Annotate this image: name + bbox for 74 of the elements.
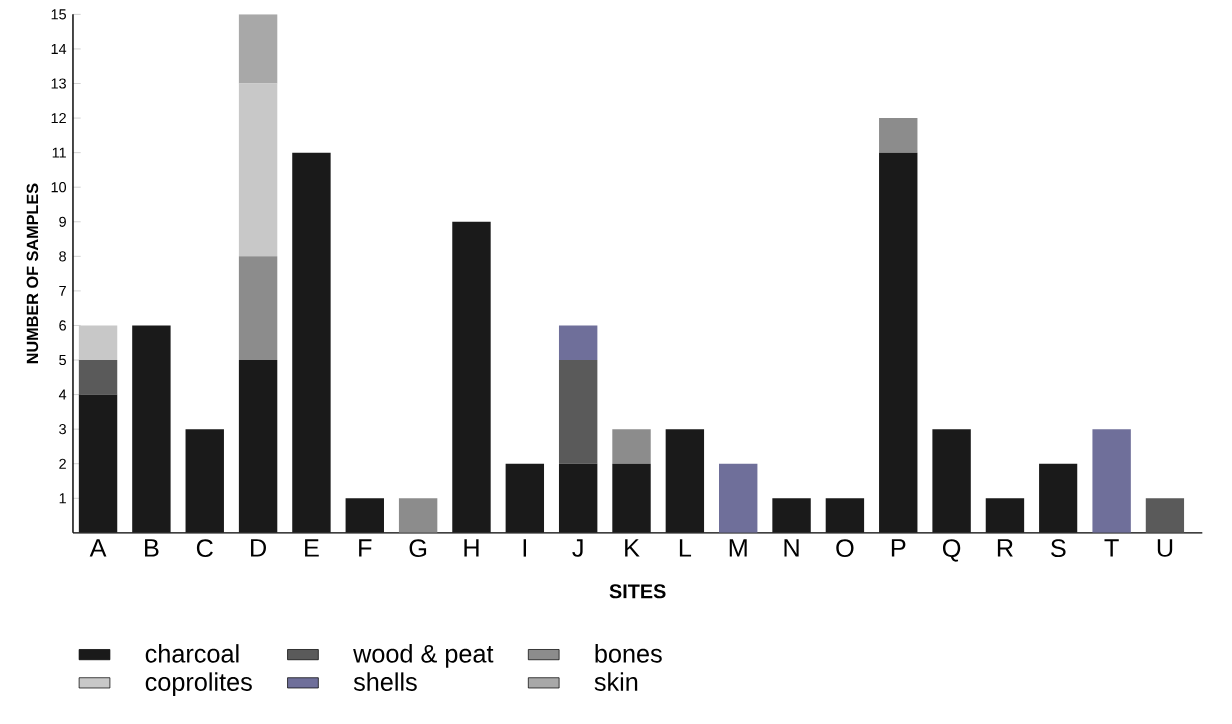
x-tick-label: N — [784, 539, 799, 557]
x-tick-label: L — [679, 539, 692, 557]
legend-label: bones — [595, 644, 662, 663]
x-tick-label: E — [305, 539, 319, 557]
bar — [879, 118, 918, 153]
bar — [78, 325, 118, 361]
x-tick-label: M — [729, 539, 747, 557]
bar — [238, 14, 278, 84]
bar — [932, 429, 971, 533]
bar — [558, 463, 598, 533]
y-tick-label: 4 — [58, 389, 67, 400]
x-tick-label: I — [523, 539, 527, 557]
x-tick-label: Q — [942, 539, 961, 562]
bar — [398, 498, 438, 533]
x-tick-label: H — [464, 539, 479, 557]
bar — [292, 152, 331, 533]
bar — [772, 498, 811, 533]
x-tick-label: B — [145, 539, 159, 557]
bar — [558, 360, 598, 464]
y-tick-label: 1 — [59, 493, 66, 504]
x-tick-label: O — [836, 539, 854, 558]
bar — [505, 463, 545, 533]
bar — [238, 360, 278, 533]
x-tick-label: F — [359, 539, 372, 557]
y-tick-label: 7 — [59, 286, 66, 296]
bar — [238, 83, 278, 257]
bar — [452, 221, 491, 533]
bar — [665, 429, 705, 533]
bar — [612, 429, 651, 464]
bar — [719, 463, 758, 533]
y-tick-label: 8 — [59, 251, 66, 262]
bar — [78, 360, 118, 395]
x-tick-label: P — [891, 539, 906, 557]
y-tick-label: 14 — [51, 44, 67, 54]
legend-label: charcoal — [145, 644, 239, 663]
x-tick-label: T — [1104, 539, 1119, 557]
y-tick-label: 12 — [51, 113, 66, 124]
legend-label: shells — [353, 672, 417, 691]
x-tick-label: K — [625, 539, 640, 557]
y-tick-label: 15 — [51, 9, 66, 20]
x-tick-label: A — [89, 539, 107, 557]
bar — [345, 498, 384, 533]
x-tick-label: U — [1157, 539, 1173, 557]
bar — [612, 463, 651, 533]
bar — [1039, 463, 1078, 533]
y-tick-label: 13 — [51, 78, 66, 89]
bar — [1145, 498, 1185, 533]
x-tick-label: D — [251, 539, 266, 557]
bar — [879, 152, 918, 533]
bar — [185, 429, 224, 533]
y-axis-title: NUMBER OF SAMPLES — [26, 183, 39, 364]
legend-label: wood & peat — [353, 644, 494, 668]
legend-label: coprolites — [145, 672, 252, 696]
x-tick-label: C — [196, 539, 213, 558]
x-axis-title: SITES — [609, 584, 666, 599]
bar — [825, 498, 865, 533]
bar — [985, 498, 1025, 533]
y-tick-label: 10 — [51, 182, 67, 193]
bar — [1092, 429, 1131, 533]
bar — [238, 256, 278, 361]
x-tick-label: G — [409, 539, 427, 558]
y-tick-label: 6 — [59, 320, 66, 331]
y-tick-label: 5 — [59, 355, 66, 366]
y-tick-label: 3 — [59, 424, 66, 435]
x-tick-label: J — [572, 539, 583, 557]
y-tick-label: 2 — [59, 458, 66, 469]
legend-label: skin — [594, 672, 638, 691]
x-tick-label: R — [997, 539, 1013, 557]
bar — [132, 325, 171, 533]
y-tick-label: 11 — [52, 147, 66, 158]
bar — [78, 394, 118, 533]
x-tick-label: S — [1051, 539, 1066, 558]
bar — [558, 325, 598, 361]
y-tick-label: 9 — [59, 216, 66, 227]
